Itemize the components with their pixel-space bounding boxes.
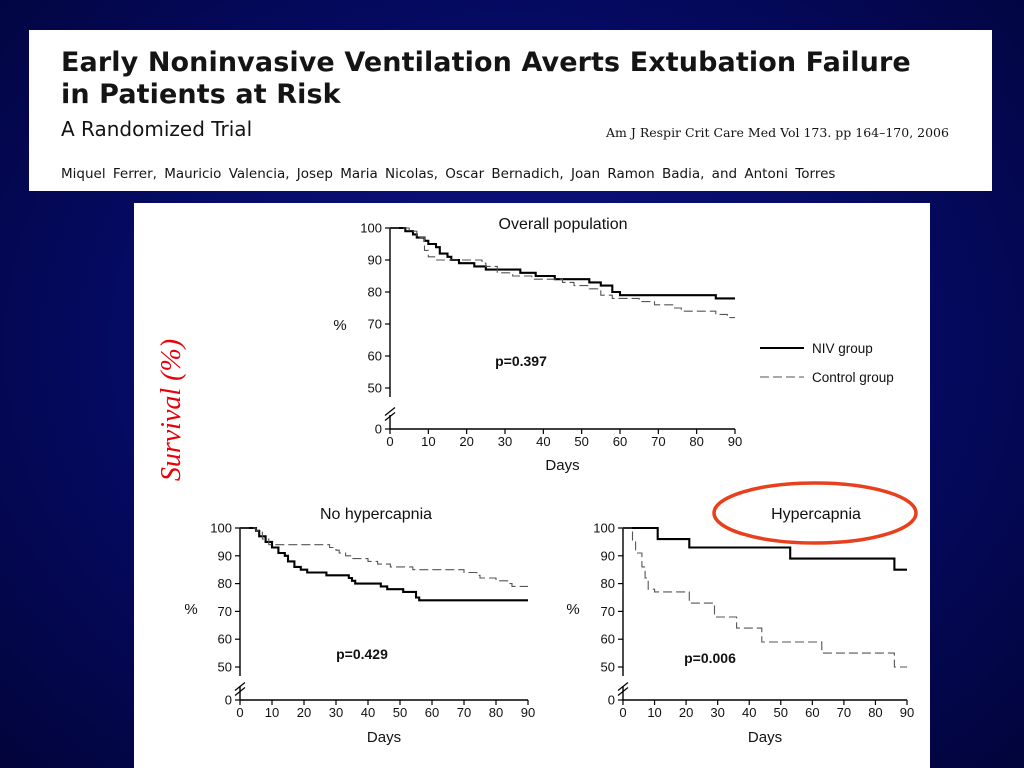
panel1-y-tick-label: 90 (368, 253, 382, 268)
panel1-title: Overall population (499, 216, 628, 233)
survival-figure: 0 50 60 70 80 90 100 0 10 20 30 40 50 60 70 80 90 Days% Ov… (134, 203, 930, 768)
survival-axis-label: Survival (%) (156, 338, 187, 482)
panel3-x-tick-label: 20 (679, 705, 693, 720)
panel2-p-value: p=0.429 (336, 646, 388, 662)
panel1-x-tick-label: 70 (651, 434, 665, 449)
panel3-x-tick-label: 50 (774, 705, 788, 720)
panel1-y-tick-label: 60 (368, 349, 382, 364)
panel1-p-value: p=0.397 (495, 353, 547, 369)
panel3-x-tick-label: 30 (710, 705, 724, 720)
panel3-y-axis-title: % (566, 601, 579, 618)
panel1-niv-curve (390, 226, 735, 300)
panel2-y-tick-label: 60 (218, 632, 232, 647)
panel2-x-tick-label: 30 (329, 705, 343, 720)
panel2-title: No hypercapnia (320, 506, 432, 523)
journal-citation: Am J Respir Crit Care Med Vol 173. pp 16… (606, 125, 949, 140)
panel1-y-tick-label: 80 (368, 285, 382, 300)
panel3-y-tick-label: 0 (608, 693, 615, 708)
panel1-axis-break-mark (384, 412, 396, 421)
panel3-control-curve (623, 527, 907, 668)
panel3-x-tick-label: 60 (805, 705, 819, 720)
panel2-axis-break-mark (234, 687, 246, 696)
panel3-y-tick-label: 50 (601, 660, 615, 675)
panel2-y-tick-label: 90 (218, 548, 232, 563)
panel2-y-tick-label: 70 (218, 604, 232, 619)
panel3-p-value: p=0.006 (684, 650, 736, 666)
article-subtitle: A Randomized Trial (61, 117, 253, 141)
panel2-x-tick-label: 40 (361, 705, 375, 720)
panel3-y-tick-label: 60 (601, 632, 615, 647)
panel3-title: Hypercapnia (771, 506, 861, 523)
panel2-x-tick-label: 60 (425, 705, 439, 720)
panel2-x-tick-label: 50 (393, 705, 407, 720)
panel2-y-tick-label: 100 (210, 521, 232, 536)
panel1-y-tick-label: 0 (375, 422, 382, 437)
panel2-x-tick-label: 10 (265, 705, 279, 720)
article-title-line-2: in Patients at Risk (61, 79, 341, 110)
panel2-y-tick-label: 80 (218, 576, 232, 591)
panel1-x-tick-label: 60 (613, 434, 627, 449)
panel1-y-tick-label: 50 (368, 381, 382, 396)
panel2-y-axis-title: % (184, 601, 197, 618)
panel2-axis-break-mark (234, 682, 246, 691)
legend-control-label: Control group (812, 370, 894, 385)
panel1-x-tick-label: 80 (689, 434, 703, 449)
panel1-x-tick-label: 40 (536, 434, 550, 449)
panel1-x-tick-label: 90 (728, 434, 742, 449)
panel3-x-tick-label: 80 (868, 705, 882, 720)
panel3-y-tick-label: 90 (601, 548, 615, 563)
panel2-y-tick-label: 50 (218, 660, 232, 675)
panel3-niv-curve (623, 526, 907, 571)
author-list: Miquel Ferrer, Mauricio Valencia, Josep … (61, 166, 836, 182)
panel3-axis-break-mark (617, 682, 629, 691)
panel2-x-tick-label: 90 (521, 705, 535, 720)
panel3-x-tick-label: 70 (837, 705, 851, 720)
panel2-x-tick-label: 0 (236, 705, 243, 720)
panel1-y-tick-label: 100 (360, 221, 382, 236)
panel2-x-axis-title: Days (367, 729, 401, 746)
article-header: Early Noninvasive Ventilation Averts Ext… (29, 30, 992, 191)
panel3-y-tick-label: 100 (593, 521, 615, 536)
panel3-x-axis-title: Days (748, 729, 782, 746)
panel3-x-tick-label: 90 (900, 705, 914, 720)
panel1-x-tick-label: 0 (386, 434, 393, 449)
panel1-x-tick-label: 30 (498, 434, 512, 449)
panel1-y-axis-title: % (333, 317, 346, 334)
panel3-x-tick-label: 0 (619, 705, 626, 720)
panel1-x-tick-label: 20 (459, 434, 473, 449)
panel1-y-tick-label: 70 (368, 317, 382, 332)
panel1-x-tick-label: 10 (421, 434, 435, 449)
panel1-x-tick-label: 50 (574, 434, 588, 449)
article-title-line-1: Early Noninvasive Ventilation Averts Ext… (61, 47, 911, 78)
panel1-axis-break-mark (384, 407, 396, 416)
panel2-x-tick-label: 70 (457, 705, 471, 720)
panel3-x-tick-label: 40 (742, 705, 756, 720)
panel1-x-axis-title: Days (545, 457, 579, 474)
panel2-control-curve (240, 527, 528, 587)
legend-niv-label: NIV group (812, 341, 873, 356)
panel2-niv-curve (240, 526, 528, 602)
panel3-highlight-ellipse (712, 481, 918, 545)
panel2-y-tick-label: 0 (225, 693, 232, 708)
panel1-control-curve (390, 227, 735, 319)
panel2-x-tick-label: 80 (489, 705, 503, 720)
panel3-axis-break-mark (617, 687, 629, 696)
panel3-y-tick-label: 70 (601, 604, 615, 619)
panel3-x-tick-label: 10 (647, 705, 661, 720)
panel3-y-tick-label: 80 (601, 576, 615, 591)
panel2-x-tick-label: 20 (297, 705, 311, 720)
